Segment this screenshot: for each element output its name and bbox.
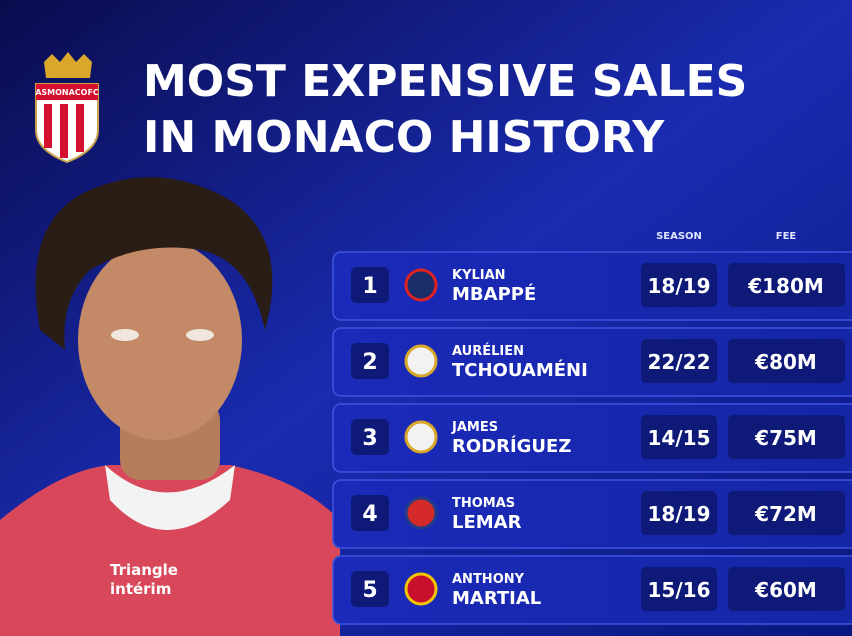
rank-box	[351, 267, 389, 303]
season: 18/19	[648, 274, 711, 298]
last-name: RODRÍGUEZ	[452, 435, 571, 457]
player-photo: Triangle intérim	[0, 177, 340, 636]
fee-box	[728, 339, 845, 383]
last-name: LEMAR	[452, 512, 522, 533]
fee-box	[728, 567, 845, 611]
rank: 5	[362, 578, 377, 603]
season: 15/16	[648, 578, 711, 602]
rank: 1	[362, 274, 377, 299]
last-name: TCHOUAMÉNI	[452, 359, 588, 381]
first-name: AURÉLIEN	[452, 343, 524, 359]
club-badge	[404, 420, 438, 454]
shirt-text: intérim	[110, 580, 171, 598]
fee-box	[728, 263, 845, 307]
row-background	[332, 327, 852, 397]
fee: €60M	[754, 578, 817, 602]
fee-box	[728, 491, 845, 535]
club-logo: ASMONACOFC	[35, 52, 99, 164]
last-name: MBAPPÉ	[452, 283, 536, 305]
first-name: THOMAS	[452, 496, 515, 511]
club-badge	[404, 496, 438, 530]
rank-box	[351, 495, 389, 531]
last-name: MARTIAL	[452, 588, 541, 609]
row-background	[332, 403, 852, 473]
season: 14/15	[648, 426, 711, 450]
fee: €72M	[754, 502, 817, 526]
row-background	[332, 555, 852, 625]
logo-text: ASMONACOFC	[35, 88, 99, 97]
fee: €180M	[747, 274, 824, 298]
season: 18/19	[648, 502, 711, 526]
row-background	[332, 251, 852, 321]
rank-box	[351, 571, 389, 607]
title-line: MOST EXPENSIVE SALES	[143, 56, 747, 107]
row-background	[332, 479, 852, 549]
column-header: FEE	[776, 231, 797, 242]
rank: 4	[362, 502, 377, 527]
first-name: KYLIAN	[452, 268, 506, 283]
season: 22/22	[648, 350, 711, 374]
season-box	[641, 263, 717, 307]
season-box	[641, 567, 717, 611]
first-name: JAMES	[451, 420, 498, 435]
shirt-text: Triangle	[110, 561, 178, 579]
season-box	[641, 339, 717, 383]
fee: €80M	[754, 350, 817, 374]
club-badge	[404, 572, 438, 606]
fee: €75M	[754, 426, 817, 450]
title-line: IN MONACO HISTORY	[143, 112, 665, 163]
club-badge	[404, 344, 438, 378]
first-name: ANTHONY	[452, 572, 525, 587]
rank: 3	[362, 426, 377, 451]
season-box	[641, 491, 717, 535]
season-box	[641, 415, 717, 459]
rank: 2	[362, 350, 377, 375]
column-header: SEASON	[656, 231, 702, 242]
club-badge	[404, 268, 438, 302]
rank-box	[351, 343, 389, 379]
rank-box	[351, 419, 389, 455]
fee-box	[728, 415, 845, 459]
